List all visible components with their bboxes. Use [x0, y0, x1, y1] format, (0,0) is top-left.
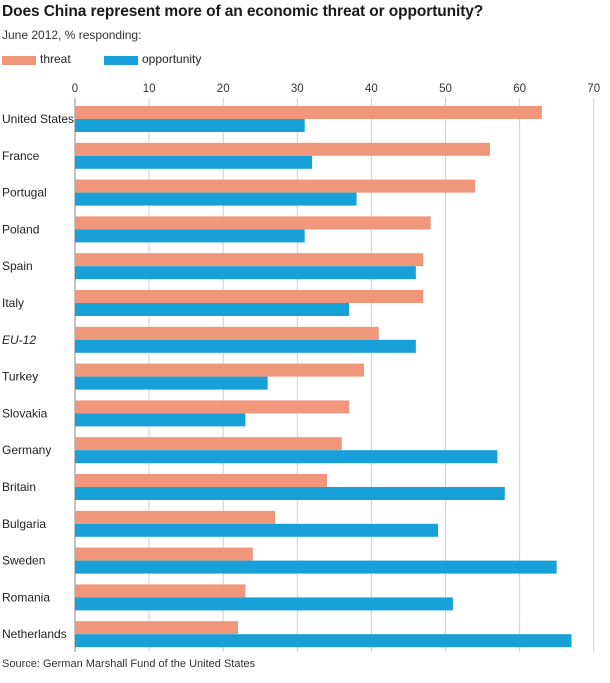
- category-label: Italy: [2, 296, 24, 310]
- bar-threat: [75, 363, 364, 377]
- category-label: Slovakia: [2, 406, 48, 420]
- bar-opportunity: [75, 155, 313, 169]
- bar-opportunity: [75, 413, 246, 427]
- bar-opportunity: [75, 229, 305, 243]
- category-label: Spain: [2, 259, 33, 273]
- category-label: Sweden: [2, 554, 45, 568]
- bar-threat: [75, 290, 424, 303]
- chart-title: Does China represent more of an economic…: [2, 3, 484, 20]
- category-label: Turkey: [2, 370, 38, 384]
- category-label: Poland: [2, 222, 39, 236]
- category-label: Bulgaria: [2, 517, 46, 531]
- bar-threat: [75, 584, 246, 598]
- x-tick-label: 10: [143, 83, 156, 95]
- bar-opportunity: [75, 634, 572, 648]
- bar-opportunity: [75, 339, 416, 353]
- x-tick-label: 30: [291, 83, 304, 95]
- category-label: Britain: [2, 480, 36, 494]
- bar-threat: [75, 106, 542, 119]
- bar-opportunity: [75, 523, 439, 537]
- category-label: France: [2, 149, 40, 163]
- bar-threat: [75, 547, 253, 561]
- x-tick-label: 40: [365, 83, 378, 95]
- category-label: Germany: [2, 443, 51, 457]
- legend-swatch-opportunity: [104, 56, 138, 65]
- bar-opportunity: [75, 266, 416, 280]
- bar-threat: [75, 437, 342, 451]
- bar-opportunity: [75, 303, 350, 316]
- bar-threat: [75, 621, 239, 635]
- bar-opportunity: [75, 119, 305, 132]
- bar-threat: [75, 474, 327, 487]
- bar-threat: [75, 510, 276, 524]
- bar-opportunity: [75, 192, 357, 206]
- legend-swatch-threat: [2, 56, 36, 65]
- bar-threat: [75, 216, 431, 230]
- x-tick-label: 50: [439, 83, 452, 95]
- bar-opportunity: [75, 597, 453, 611]
- x-tick-label: 60: [513, 83, 526, 95]
- category-label: Netherlands: [2, 627, 67, 641]
- chart-source: Source: German Marshall Fund of the Unit…: [2, 658, 256, 670]
- bar-opportunity: [75, 376, 268, 390]
- x-tick-label: 20: [217, 83, 230, 95]
- bar-opportunity: [75, 487, 505, 500]
- category-label: Romania: [2, 590, 50, 604]
- bar-threat: [75, 253, 424, 267]
- category-label: United States: [2, 112, 74, 126]
- legend-label-threat: threat: [40, 52, 71, 66]
- bar-threat: [75, 326, 379, 340]
- category-label: Portugal: [2, 186, 47, 200]
- x-tick-label: 0: [72, 83, 78, 95]
- x-tick-label: 70: [587, 83, 600, 95]
- legend-label-opportunity: opportunity: [142, 52, 202, 66]
- bar-threat: [75, 179, 476, 193]
- bar-opportunity: [75, 560, 557, 574]
- chart-subtitle: June 2012, % responding:: [2, 28, 142, 42]
- bar-opportunity: [75, 450, 498, 464]
- bar-threat: [75, 400, 350, 414]
- bar-threat: [75, 142, 490, 156]
- category-label: EU-12: [2, 333, 36, 347]
